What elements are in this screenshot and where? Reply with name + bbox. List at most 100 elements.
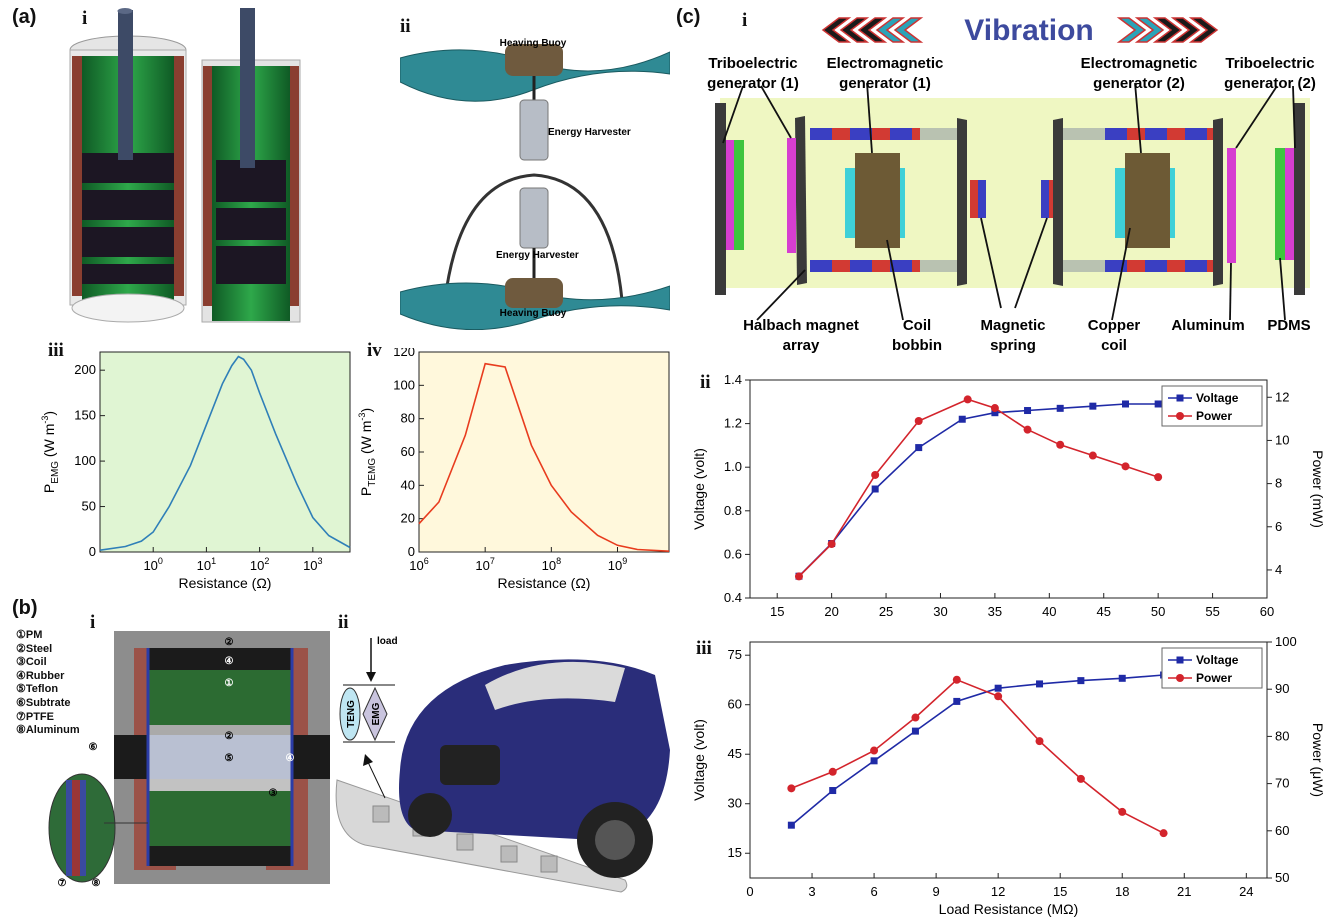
x-tick-label: 30 <box>933 604 947 619</box>
x-tick-label: 15 <box>770 604 784 619</box>
x-tick-label: 20 <box>824 604 838 619</box>
plot-area <box>749 641 1268 879</box>
label-em1-line1: Electromagnetic <box>827 55 944 72</box>
legend-marker <box>1176 674 1184 682</box>
power-point <box>914 417 923 426</box>
power-point <box>787 784 796 793</box>
mark-ptfe: ⑦ <box>58 878 67 888</box>
data-line <box>418 362 670 552</box>
label-em1-line2: generator (1) <box>839 75 931 92</box>
y-tick-label: 80 <box>401 411 415 426</box>
plot-area <box>749 379 1268 599</box>
legend-marker <box>1176 412 1184 420</box>
power-point <box>1035 737 1044 746</box>
y-tick-label: 1.2 <box>724 416 742 431</box>
chart-emg-power: 100 101 102 103 0 50 100 150 200 Resistance (Ω) PE… <box>40 351 351 591</box>
mark-rubber-2: ④ <box>286 753 295 764</box>
y-tick-label: 20 <box>401 511 415 526</box>
x-axis-label: Resistance (Ω) <box>498 575 591 591</box>
power-point <box>870 746 879 755</box>
voltage-point <box>1036 680 1044 688</box>
car-body-icon <box>399 659 670 840</box>
power-point <box>1121 462 1130 471</box>
y2-tick-label: 8 <box>1275 476 1282 491</box>
label-energy-harvester-1: Energy Harvester <box>548 127 631 138</box>
x-tick-label: 21 <box>1177 884 1191 899</box>
sub-b-ii: ii <box>338 612 349 633</box>
y-tick-label: 40 <box>401 477 415 492</box>
power-point <box>1159 829 1168 838</box>
sub-b-i: i <box>90 612 96 633</box>
panel-label-c: (c) <box>676 6 701 28</box>
x-tick-label: 0 <box>746 884 753 899</box>
y2-tick-label: 70 <box>1275 776 1289 791</box>
sub-a-iv: iv <box>367 340 382 361</box>
legend-label: Voltage <box>1196 653 1239 667</box>
x-tick-label: 35 <box>988 604 1002 619</box>
power-point <box>1118 807 1127 816</box>
legend-label: Power <box>1196 409 1232 423</box>
legend-marker <box>1176 394 1184 402</box>
y2-tick-label: 90 <box>1275 681 1289 696</box>
y-tick-label: 60 <box>728 697 742 712</box>
series-line-power <box>791 678 1164 834</box>
y-tick-label: 100 <box>74 453 96 468</box>
legend-label: Voltage <box>1196 391 1239 405</box>
power-point <box>1056 440 1065 449</box>
x-tick-label: 55 <box>1205 604 1219 619</box>
label-bobbin-line1: Coil <box>903 317 931 334</box>
label-pdms: PDMS <box>1267 317 1310 334</box>
x-tick-label: 100 <box>143 556 162 573</box>
voltage-point <box>994 684 1002 692</box>
voltage-point <box>915 444 923 452</box>
power-point <box>871 470 880 479</box>
x-axis-label: Resistance (Ω) <box>179 575 272 591</box>
buoy-bottom-icon <box>505 278 563 308</box>
plot-area <box>99 351 351 553</box>
mark-teflon: ⑤ <box>225 753 234 764</box>
x-tick-label: 6 <box>870 884 877 899</box>
y2-tick-label: 12 <box>1275 389 1289 404</box>
vibration-arrows-right-icon <box>1116 17 1219 43</box>
label-energy-harvester-2: Energy Harvester <box>496 250 579 261</box>
y-tick-label: 0 <box>408 544 415 559</box>
y-tick-label: 200 <box>74 362 96 377</box>
panel-label-b: (b) <box>12 597 38 619</box>
cylinder-left <box>69 8 187 323</box>
voltage-point <box>1077 677 1085 685</box>
label-em2-line2: generator (2) <box>1093 75 1185 92</box>
y-axis-label: PEMG (W m-3) <box>40 411 61 493</box>
vibration-arrows-left-icon <box>821 17 924 43</box>
y-tick-label: 60 <box>401 444 415 459</box>
legend-item: ⑧Aluminum <box>16 724 80 737</box>
car-road-illustration: load TENG EMG <box>335 636 670 893</box>
label-heaving-buoy-bottom: Heaving Buoy <box>500 308 567 319</box>
buoy-diagram: Heaving Buoy Energy Harvester Energy Har… <box>400 38 670 330</box>
voltage-point <box>870 757 878 765</box>
power-point <box>828 767 837 776</box>
harvester-bottom-icon <box>519 187 549 249</box>
y2-tick-label: 10 <box>1275 432 1289 447</box>
y-tick-label: 100 <box>393 377 415 392</box>
mark-coil: ③ <box>269 788 278 799</box>
legend-item: ⑥Subtrate <box>16 696 71 709</box>
sub-a-ii: ii <box>400 16 411 37</box>
power-point <box>1088 451 1097 460</box>
vibration-title: Vibration <box>964 14 1093 47</box>
x-tick-label: 24 <box>1239 884 1253 899</box>
y-tick-label: 0.6 <box>724 546 742 561</box>
label-tri2-line2: generator (2) <box>1224 75 1316 92</box>
mark-steel: ② <box>225 637 234 648</box>
x-tick-label: 15 <box>1053 884 1067 899</box>
voltage-point <box>871 485 879 493</box>
label-load: load <box>377 636 398 647</box>
x-tick-label: 102 <box>250 556 269 573</box>
y2-axis-label: Power (μW) <box>1310 723 1325 797</box>
mark-steel-2: ② <box>225 731 234 742</box>
power-point <box>1023 425 1032 434</box>
y2-tick-label: 4 <box>1275 562 1282 577</box>
label-tri2-line1: Triboelectric <box>1225 55 1314 72</box>
label-copper-line1: Copper <box>1088 317 1141 334</box>
label-halbach-line1: Halbach magnet <box>743 317 859 334</box>
